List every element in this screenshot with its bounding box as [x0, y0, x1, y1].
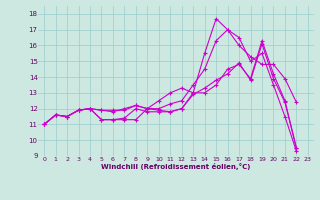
- X-axis label: Windchill (Refroidissement éolien,°C): Windchill (Refroidissement éolien,°C): [101, 163, 251, 170]
